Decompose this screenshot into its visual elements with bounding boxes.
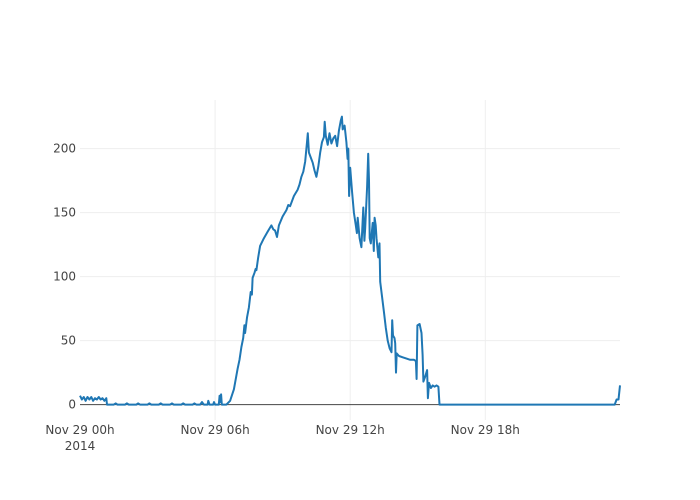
x-tick-label: Nov 29 00h [45, 423, 114, 437]
x-tick-label: Nov 29 06h [180, 423, 249, 437]
y-tick-label: 150 [53, 206, 76, 220]
grid-lines [80, 100, 620, 420]
x-tick-label: Nov 29 18h [451, 423, 520, 437]
y-tick-label: 0 [68, 398, 76, 412]
x-tick-label: Nov 29 12h [316, 423, 385, 437]
y-tick-label: 100 [53, 270, 76, 284]
series-line [79, 115, 621, 406]
x-tick-sublabel: 2014 [65, 439, 96, 453]
y-tick-label: 200 [53, 142, 76, 156]
series-lines [79, 115, 621, 406]
y-tick-label: 50 [61, 334, 76, 348]
tick-labels: 0 50 100 150 200 Nov 29 00h 2014 Nov 29 06h Nov … [45, 142, 519, 453]
